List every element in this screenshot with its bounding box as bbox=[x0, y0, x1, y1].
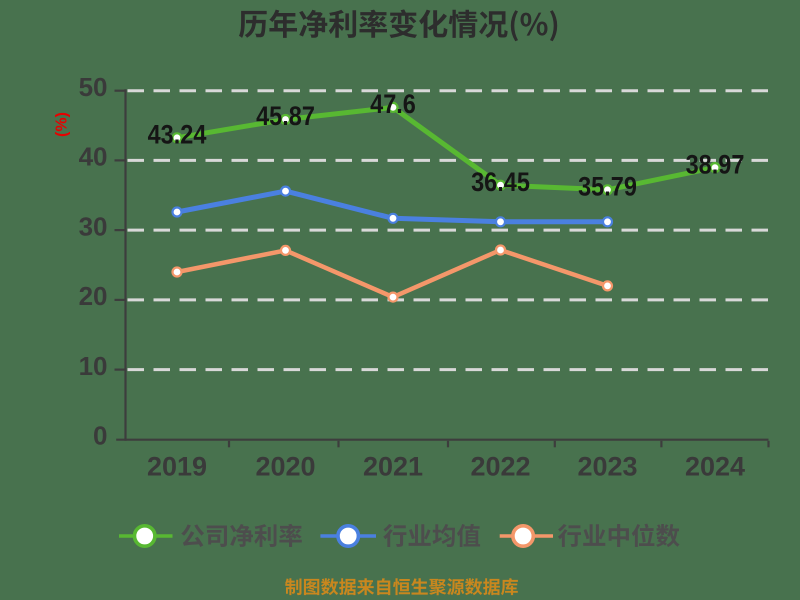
svg-text:30: 30 bbox=[79, 211, 108, 241]
svg-text:2020: 2020 bbox=[255, 452, 315, 482]
svg-text:0: 0 bbox=[93, 421, 107, 451]
svg-text:47.6: 47.6 bbox=[370, 90, 416, 120]
svg-text:10: 10 bbox=[79, 351, 108, 381]
svg-text:20: 20 bbox=[79, 281, 108, 311]
svg-text:50: 50 bbox=[79, 72, 108, 102]
svg-text:40: 40 bbox=[79, 142, 108, 172]
svg-text:36.45: 36.45 bbox=[471, 167, 530, 197]
svg-text:2021: 2021 bbox=[363, 452, 423, 482]
svg-text:43.24: 43.24 bbox=[148, 120, 207, 150]
svg-text:2023: 2023 bbox=[577, 452, 637, 482]
svg-text:2019: 2019 bbox=[147, 452, 207, 482]
svg-text:38.97: 38.97 bbox=[686, 150, 745, 180]
svg-text:2022: 2022 bbox=[470, 452, 530, 482]
svg-text:35.79: 35.79 bbox=[578, 172, 637, 202]
svg-text:45.87: 45.87 bbox=[256, 102, 315, 132]
svg-text:(%): (%) bbox=[54, 112, 71, 137]
svg-text:2024: 2024 bbox=[685, 452, 745, 482]
